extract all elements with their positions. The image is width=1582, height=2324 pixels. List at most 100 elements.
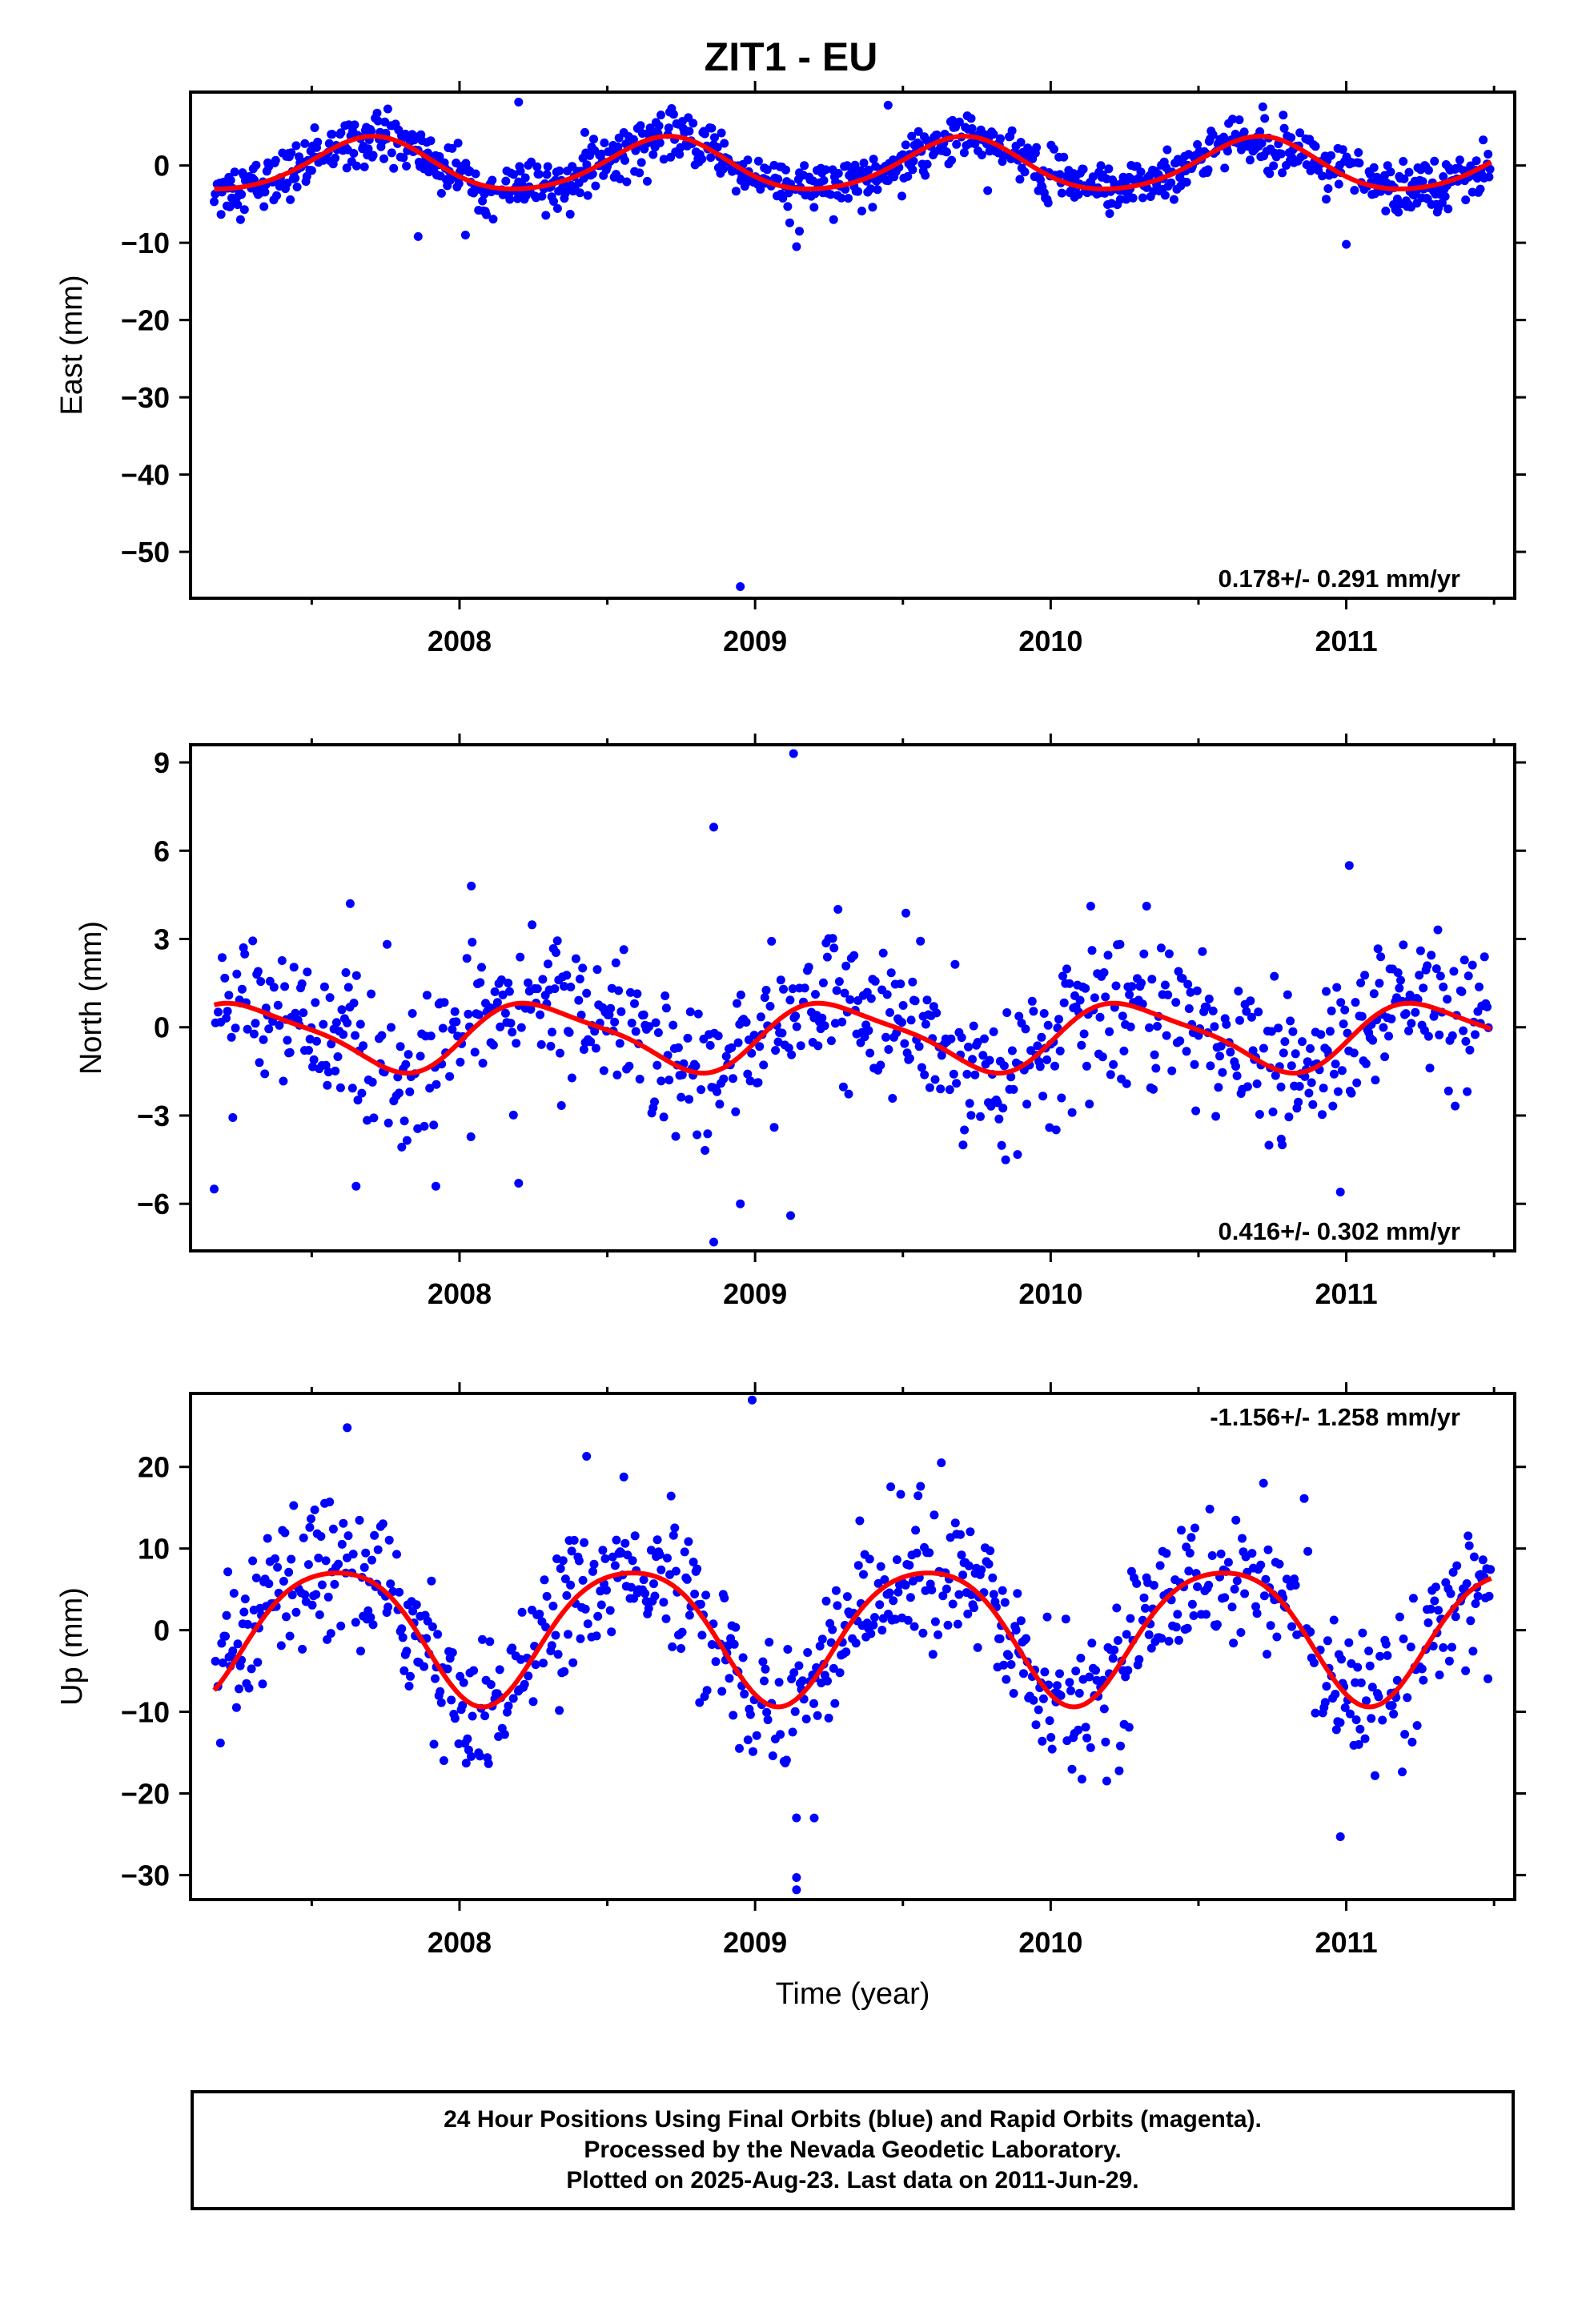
data-point	[1238, 1534, 1247, 1543]
data-point	[582, 160, 592, 170]
data-point	[1457, 987, 1467, 996]
data-point	[1240, 1589, 1250, 1598]
data-point	[1202, 1610, 1211, 1619]
data-point	[526, 1004, 536, 1014]
data-point-outlier	[1276, 1134, 1286, 1144]
data-point-outlier	[748, 1395, 757, 1405]
data-point	[1322, 1682, 1331, 1691]
data-point	[1185, 1548, 1195, 1558]
data-point	[1286, 1016, 1295, 1026]
data-point	[745, 1076, 755, 1086]
data-point	[620, 155, 629, 165]
data-point	[1337, 1655, 1346, 1664]
data-point	[733, 999, 741, 1008]
data-point	[761, 986, 771, 995]
data-point	[998, 1586, 1007, 1595]
x-tick-label: 2009	[723, 625, 787, 657]
caption-line-2: Processed by the Nevada Geodetic Laborat…	[584, 2137, 1122, 2163]
data-point	[228, 1647, 238, 1655]
data-point	[1322, 195, 1331, 204]
data-point	[335, 1083, 345, 1092]
data-point	[1329, 1069, 1339, 1079]
data-point	[794, 1661, 804, 1671]
data-point	[996, 134, 1005, 143]
data-point	[210, 197, 219, 207]
data-point	[833, 905, 843, 914]
data-point	[733, 1038, 743, 1047]
data-point	[1045, 1716, 1054, 1726]
data-point	[319, 1019, 328, 1029]
data-point	[984, 1559, 994, 1569]
data-point	[1141, 1603, 1150, 1613]
data-point	[325, 993, 335, 1003]
data-point	[1203, 165, 1213, 175]
data-point	[463, 1734, 472, 1743]
data-point	[395, 1088, 404, 1098]
data-point	[438, 1023, 448, 1033]
data-point	[251, 1019, 260, 1028]
data-point	[983, 186, 993, 195]
data-point	[1169, 195, 1178, 204]
data-point	[284, 1567, 294, 1577]
data-point	[925, 1083, 934, 1092]
data-point	[626, 987, 635, 997]
data-point	[952, 1079, 962, 1088]
data-point	[1473, 1591, 1483, 1601]
data-point	[819, 175, 829, 185]
y-axis-label: Up (mm)	[55, 1587, 89, 1706]
rate-label: 0.178+/- 0.291 mm/yr	[1219, 565, 1460, 593]
data-point	[1484, 1591, 1494, 1601]
data-point	[749, 1747, 757, 1756]
data-points	[211, 1395, 1496, 1895]
data-point	[1435, 1671, 1444, 1679]
data-point	[1468, 960, 1477, 970]
data-point	[588, 1566, 597, 1576]
data-point	[627, 1582, 636, 1592]
data-point	[823, 1676, 832, 1686]
data-point	[922, 995, 932, 1005]
data-point	[1274, 1023, 1283, 1033]
data-point	[1056, 1691, 1066, 1700]
data-point	[1283, 990, 1292, 999]
y-tick-label: −50	[121, 536, 170, 569]
data-point	[351, 971, 361, 980]
data-point	[555, 1706, 564, 1715]
data-point	[347, 1084, 357, 1093]
data-point	[1373, 944, 1383, 954]
data-point	[1448, 1567, 1458, 1577]
data-point	[958, 1140, 968, 1150]
data-point	[743, 1735, 753, 1745]
data-point	[578, 1575, 588, 1585]
data-point	[248, 1556, 258, 1566]
data-point	[881, 1032, 890, 1042]
data-point	[1095, 1012, 1105, 1022]
data-point	[1128, 193, 1138, 203]
data-point	[619, 945, 628, 955]
x-tick-label: 2008	[428, 625, 492, 657]
data-point	[237, 984, 247, 994]
data-point	[1417, 1664, 1427, 1674]
data-point	[1183, 979, 1193, 989]
data-point	[231, 1703, 241, 1712]
data-point	[868, 203, 877, 212]
data-point	[583, 191, 592, 200]
data-point	[532, 162, 542, 171]
data-point	[857, 207, 866, 215]
data-point	[564, 1630, 572, 1639]
data-point	[878, 948, 888, 958]
data-point	[1231, 1062, 1240, 1071]
data-point	[903, 1615, 913, 1625]
data-point	[355, 1515, 364, 1525]
data-point	[1260, 114, 1270, 123]
data-point	[425, 1084, 435, 1093]
data-point	[837, 1017, 847, 1027]
data-point	[1011, 1626, 1021, 1634]
data-point	[914, 1042, 924, 1051]
data-point	[357, 1088, 367, 1098]
data-point	[1347, 1088, 1356, 1098]
data-point	[308, 1062, 317, 1072]
data-point	[920, 1070, 930, 1080]
data-point	[589, 135, 598, 144]
data-point	[650, 1591, 660, 1601]
data-point	[426, 1031, 436, 1041]
